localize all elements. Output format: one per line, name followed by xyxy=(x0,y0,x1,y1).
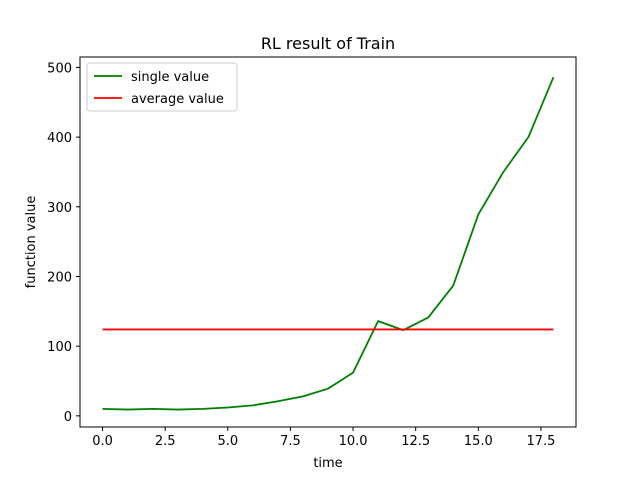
x-axis-ticks: 0.0 2.5 5.0 7.5 10.0 12.5 15.0 17.5 xyxy=(92,427,555,449)
y-axis-ticks: 0 100 200 300 400 500 xyxy=(47,61,80,425)
legend-label-single-value: single value xyxy=(131,70,209,85)
chart-title: RL result of Train xyxy=(261,34,395,53)
plot-lines xyxy=(102,76,555,411)
x-tick-label: 0.0 xyxy=(92,434,113,449)
x-tick-label: 5.0 xyxy=(217,434,238,449)
y-tick-label: 100 xyxy=(47,340,72,355)
y-axis-title: function value xyxy=(24,196,39,289)
x-tick-label: 17.5 xyxy=(526,434,555,449)
y-tick-label: 300 xyxy=(47,201,72,216)
x-tick-label: 10.0 xyxy=(339,434,368,449)
legend-box xyxy=(86,62,238,112)
legend-label-average-value: average value xyxy=(131,92,224,107)
y-tick-label: 400 xyxy=(47,131,72,146)
x-tick-label: 15.0 xyxy=(464,434,493,449)
y-tick-label: 500 xyxy=(47,61,72,76)
y-tick-label: 0 xyxy=(64,410,72,425)
plot-frame xyxy=(79,56,577,428)
series-line-single-value xyxy=(102,76,555,411)
legend: single value average value xyxy=(86,62,238,112)
y-tick-label: 200 xyxy=(47,270,72,285)
x-tick-label: 12.5 xyxy=(401,434,430,449)
x-tick-label: 7.5 xyxy=(280,434,301,449)
x-tick-label: 2.5 xyxy=(155,434,176,449)
x-axis-title: time xyxy=(313,456,342,471)
